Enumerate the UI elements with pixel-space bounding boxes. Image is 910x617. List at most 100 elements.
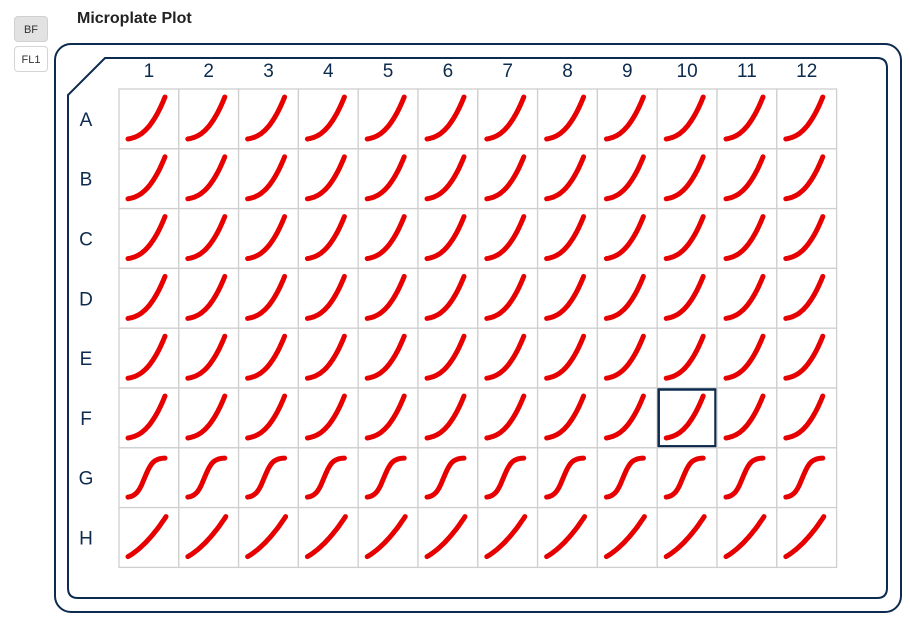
well-C1[interactable] bbox=[118, 207, 180, 270]
well-C8[interactable] bbox=[536, 207, 599, 270]
well-A3[interactable] bbox=[237, 88, 300, 150]
well-H4[interactable] bbox=[297, 506, 359, 569]
well-A12[interactable] bbox=[776, 88, 838, 150]
well-H9[interactable] bbox=[596, 506, 658, 569]
well-G6[interactable] bbox=[417, 447, 479, 509]
well-G1[interactable] bbox=[118, 447, 180, 509]
well-H10[interactable] bbox=[656, 506, 718, 569]
well-E10[interactable] bbox=[656, 327, 718, 389]
well-C12[interactable] bbox=[776, 207, 838, 270]
well-H3[interactable] bbox=[237, 506, 300, 569]
well-G10[interactable] bbox=[656, 447, 718, 509]
well-B10[interactable] bbox=[656, 148, 718, 210]
well-D5[interactable] bbox=[357, 267, 419, 329]
well-G2[interactable] bbox=[178, 447, 240, 509]
well-G9[interactable] bbox=[596, 447, 658, 509]
well-E1[interactable] bbox=[118, 327, 180, 389]
well-B9[interactable] bbox=[596, 148, 658, 210]
well-C7[interactable] bbox=[477, 207, 539, 270]
well-H5[interactable] bbox=[357, 506, 419, 569]
well-F10[interactable] bbox=[656, 387, 718, 449]
well-G7[interactable] bbox=[477, 447, 539, 509]
well-D9[interactable] bbox=[596, 267, 658, 329]
well-C9[interactable] bbox=[596, 207, 658, 270]
well-D11[interactable] bbox=[716, 267, 778, 329]
well-A11[interactable] bbox=[716, 88, 778, 150]
well-C11[interactable] bbox=[716, 207, 778, 270]
well-G5[interactable] bbox=[357, 447, 419, 509]
well-C6[interactable] bbox=[417, 207, 479, 270]
well-D10[interactable] bbox=[656, 267, 718, 329]
well-D3[interactable] bbox=[237, 267, 300, 329]
well-C3[interactable] bbox=[237, 207, 300, 270]
well-A10[interactable] bbox=[656, 88, 718, 150]
well-E3[interactable] bbox=[237, 327, 300, 389]
well-B2[interactable] bbox=[178, 148, 240, 210]
well-F8[interactable] bbox=[536, 387, 599, 449]
well-H2[interactable] bbox=[178, 506, 240, 569]
well-D4[interactable] bbox=[297, 267, 359, 329]
well-F12[interactable] bbox=[776, 387, 838, 449]
well-H1[interactable] bbox=[118, 506, 180, 569]
well-H12[interactable] bbox=[776, 506, 838, 569]
well-B6[interactable] bbox=[417, 148, 479, 210]
well-H6[interactable] bbox=[417, 506, 479, 569]
well-G11[interactable] bbox=[716, 447, 778, 509]
tab-bf[interactable]: BF bbox=[14, 16, 48, 42]
well-E2[interactable] bbox=[178, 327, 240, 389]
well-B7[interactable] bbox=[477, 148, 539, 210]
well-B4[interactable] bbox=[297, 148, 359, 210]
well-A1[interactable] bbox=[118, 88, 180, 150]
well-G8[interactable] bbox=[536, 447, 599, 509]
well-C4[interactable] bbox=[297, 207, 359, 270]
well-G4[interactable] bbox=[297, 447, 359, 509]
well-F6[interactable] bbox=[417, 387, 479, 449]
well-D8[interactable] bbox=[536, 267, 599, 329]
well-C2[interactable] bbox=[178, 207, 240, 270]
well-A9[interactable] bbox=[596, 88, 658, 150]
well-C10[interactable] bbox=[656, 207, 718, 270]
well-A5[interactable] bbox=[357, 88, 419, 150]
well-B8[interactable] bbox=[536, 148, 599, 210]
well-curve bbox=[245, 393, 288, 441]
well-A8[interactable] bbox=[536, 88, 599, 150]
well-E6[interactable] bbox=[417, 327, 479, 389]
well-A6[interactable] bbox=[417, 88, 479, 150]
well-F4[interactable] bbox=[297, 387, 359, 449]
well-E7[interactable] bbox=[477, 327, 539, 389]
well-B1[interactable] bbox=[118, 148, 180, 210]
well-E8[interactable] bbox=[536, 327, 599, 389]
tab-fl1[interactable]: FL1 bbox=[14, 46, 48, 72]
well-D2[interactable] bbox=[178, 267, 240, 329]
well-A2[interactable] bbox=[178, 88, 240, 150]
well-F7[interactable] bbox=[477, 387, 539, 449]
well-B3[interactable] bbox=[237, 148, 300, 210]
well-F9[interactable] bbox=[596, 387, 658, 449]
well-A4[interactable] bbox=[297, 88, 359, 150]
well-D1[interactable] bbox=[118, 267, 180, 329]
well-C5[interactable] bbox=[357, 207, 419, 270]
well-H8[interactable] bbox=[536, 506, 599, 569]
well-F3[interactable] bbox=[237, 387, 300, 449]
well-H7[interactable] bbox=[477, 506, 539, 569]
well-D7[interactable] bbox=[477, 267, 539, 329]
well-E5[interactable] bbox=[357, 327, 419, 389]
well-F2[interactable] bbox=[178, 387, 240, 449]
well-F5[interactable] bbox=[357, 387, 419, 449]
well-F1[interactable] bbox=[118, 387, 180, 449]
well-E11[interactable] bbox=[716, 327, 778, 389]
well-E4[interactable] bbox=[297, 327, 359, 389]
well-H11[interactable] bbox=[716, 506, 778, 569]
well-B11[interactable] bbox=[716, 148, 778, 210]
well-G3[interactable] bbox=[237, 447, 300, 509]
well-E9[interactable] bbox=[596, 327, 658, 389]
well-B5[interactable] bbox=[357, 148, 419, 210]
well-A7[interactable] bbox=[477, 88, 539, 150]
well-E12[interactable] bbox=[776, 327, 838, 389]
well-B12[interactable] bbox=[776, 148, 838, 210]
well-curve bbox=[783, 514, 827, 560]
well-D6[interactable] bbox=[417, 267, 479, 329]
well-G12[interactable] bbox=[776, 447, 838, 509]
well-D12[interactable] bbox=[776, 267, 838, 329]
well-F11[interactable] bbox=[716, 387, 778, 449]
